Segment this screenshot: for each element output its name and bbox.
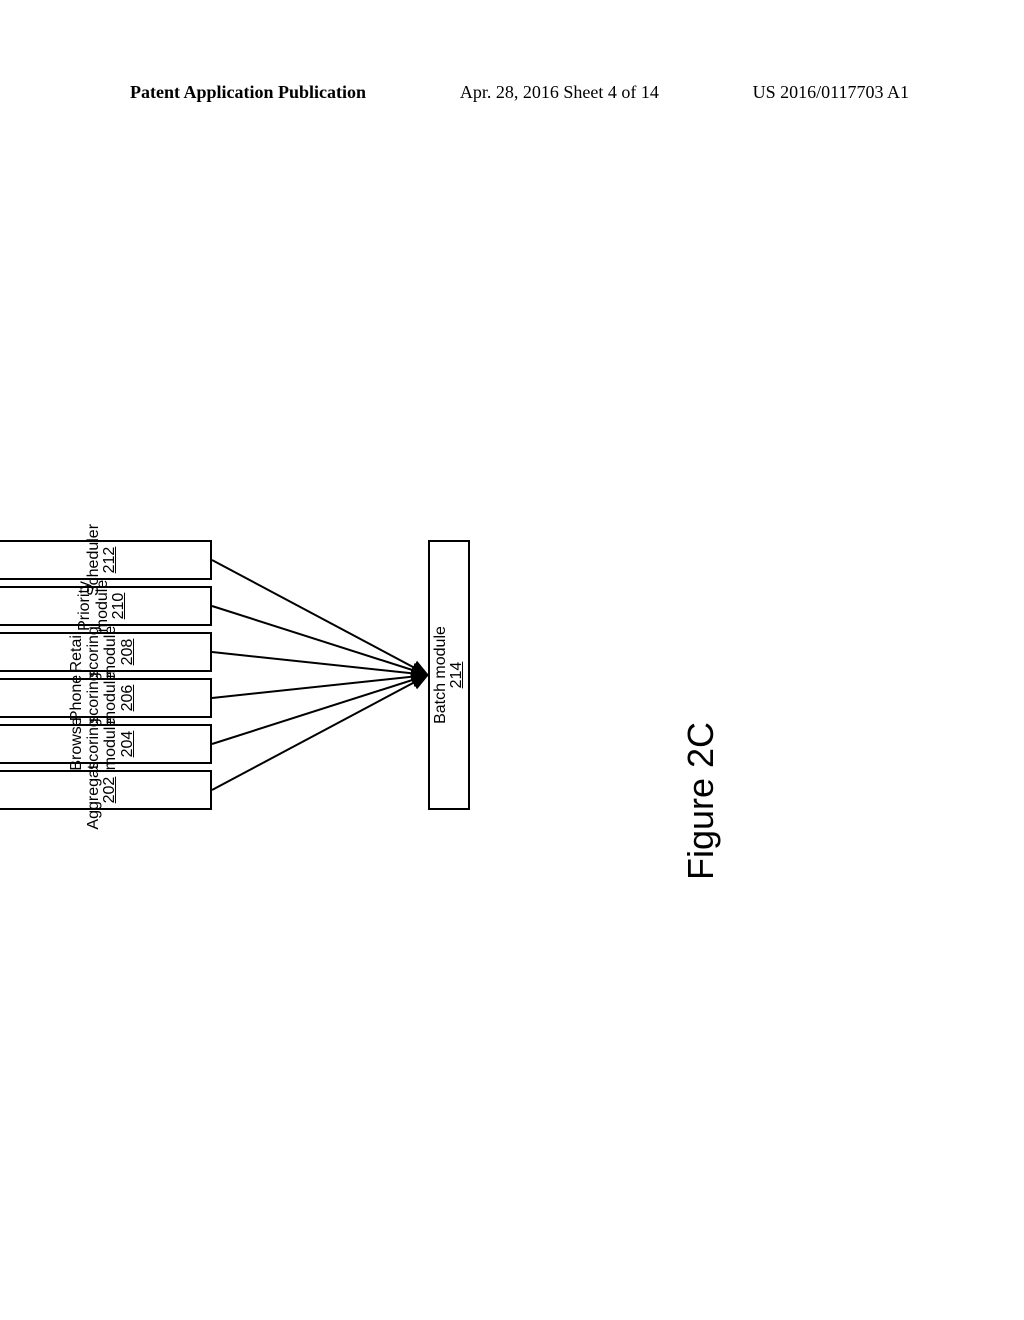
- edge-scheduler-to-batch: [212, 560, 428, 675]
- edge-phone_score-to-batch: [212, 675, 428, 698]
- node-label: Retail scoring module: [68, 626, 120, 678]
- edge-aggregator-to-batch: [212, 675, 428, 790]
- node-label: Scheduler: [85, 524, 102, 596]
- header-center: Apr. 28, 2016 Sheet 4 of 14: [460, 82, 659, 103]
- node-number: 204: [120, 731, 137, 758]
- node-number: 206: [120, 685, 137, 712]
- node-browse_score: Browse scoring module204: [0, 724, 212, 764]
- figure-caption: Figure 2C: [680, 722, 722, 880]
- node-number: 210: [111, 593, 128, 620]
- edge-browse_score-to-batch: [212, 675, 428, 744]
- node-aggregator: Aggregator202: [0, 770, 212, 810]
- edge-retail_score-to-batch: [212, 652, 428, 675]
- edge-priority-to-batch: [212, 606, 428, 675]
- node-number: 208: [120, 639, 137, 666]
- node-phone_score: Phone scoring module206: [0, 678, 212, 718]
- node-batch: Batch module214: [428, 540, 470, 810]
- node-number: 212: [102, 547, 119, 574]
- node-retail_score: Retail scoring module208: [0, 632, 212, 672]
- node-label: Phone scoring module: [68, 672, 120, 724]
- header-right: US 2016/0117703 A1: [753, 82, 909, 103]
- patent-header: Patent Application Publication Apr. 28, …: [0, 82, 1024, 103]
- node-label: Browse scoring module: [68, 717, 120, 770]
- diagram-figure-2c: Aggregator202Browse scoring module204Pho…: [0, 550, 658, 810]
- node-label: Batch module: [432, 626, 449, 724]
- node-priority: Priority module210: [0, 586, 212, 626]
- node-number: 214: [449, 662, 466, 689]
- node-scheduler: Scheduler212: [0, 540, 212, 580]
- header-left: Patent Application Publication: [130, 82, 366, 103]
- node-number: 202: [102, 777, 119, 804]
